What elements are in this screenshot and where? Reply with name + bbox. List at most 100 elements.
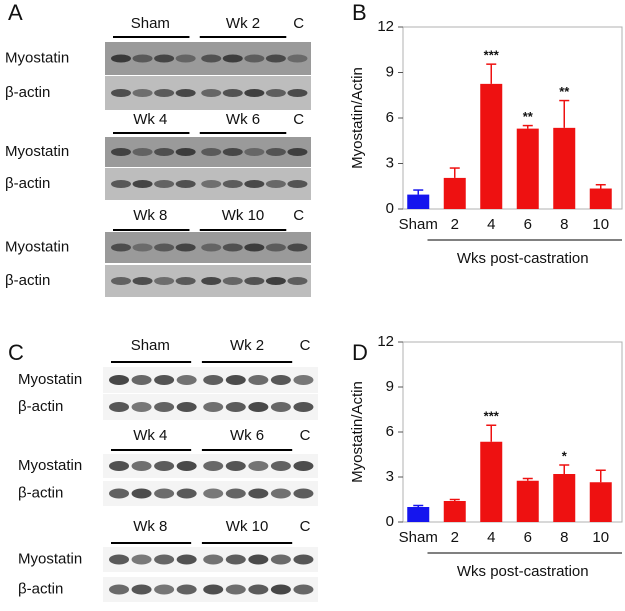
lane-header: Wk 8 xyxy=(133,518,167,535)
band xyxy=(287,148,308,156)
band xyxy=(265,277,286,285)
band xyxy=(287,180,308,188)
blot-label: Myostatin xyxy=(18,550,82,567)
band xyxy=(111,277,131,285)
blot-label: Myostatin xyxy=(5,49,69,66)
band xyxy=(265,54,286,63)
x-tick-label: 8 xyxy=(560,216,568,233)
blot-label: Myostatin xyxy=(5,143,69,160)
x-tick-label: Sham xyxy=(399,529,438,546)
band xyxy=(111,180,131,188)
x-axis-title: Wks post-castration xyxy=(457,250,589,267)
band xyxy=(270,461,291,471)
blot-label: β-actin xyxy=(18,484,63,501)
x-tick-label: 10 xyxy=(592,529,609,546)
y-tick-label: 12 xyxy=(377,18,394,35)
band xyxy=(154,180,175,188)
band xyxy=(225,461,246,471)
lane-header: Wk 10 xyxy=(222,207,265,224)
band xyxy=(225,375,246,385)
blot-label: β-actin xyxy=(18,580,63,597)
significance: ** xyxy=(523,109,534,124)
y-tick-label: 3 xyxy=(386,154,394,171)
band xyxy=(270,488,291,499)
band xyxy=(265,89,286,97)
band xyxy=(222,277,243,285)
band xyxy=(176,402,197,412)
band xyxy=(248,584,269,595)
lane-header: C xyxy=(293,15,304,32)
significance: *** xyxy=(484,48,500,63)
blot-label: Myostatin xyxy=(18,457,82,474)
band xyxy=(270,375,291,385)
band xyxy=(175,54,196,63)
band xyxy=(287,277,308,285)
band xyxy=(111,243,131,252)
x-axis-title: Wks post-castration xyxy=(457,563,589,580)
band xyxy=(201,89,222,97)
lane-header: C xyxy=(293,111,304,128)
lane-header: Wk 2 xyxy=(226,15,260,32)
bar xyxy=(480,83,503,209)
y-tick-label: 0 xyxy=(386,513,394,530)
y-tick-label: 6 xyxy=(386,423,394,440)
band xyxy=(154,488,175,499)
bar xyxy=(553,474,576,522)
lane-header: C xyxy=(300,518,311,535)
band xyxy=(132,180,153,188)
x-tick-label: 4 xyxy=(487,216,495,233)
lane-header: Wk 4 xyxy=(133,427,167,444)
band xyxy=(132,148,153,156)
y-axis-title: Myostatin/Actin xyxy=(349,67,366,169)
band xyxy=(293,584,314,595)
band xyxy=(176,554,197,565)
band xyxy=(265,243,286,252)
blot-label: β-actin xyxy=(5,175,50,192)
band xyxy=(293,554,314,565)
blot-label: Myostatin xyxy=(18,371,82,388)
band xyxy=(154,461,175,471)
bar xyxy=(407,507,430,522)
panel-label: D xyxy=(352,340,368,365)
band xyxy=(203,461,224,471)
x-tick-label: 2 xyxy=(451,216,459,233)
bar xyxy=(516,480,539,522)
y-tick-label: 12 xyxy=(377,333,394,350)
bar xyxy=(443,501,466,522)
band xyxy=(293,402,314,412)
band xyxy=(132,54,153,63)
lane-header: Wk 6 xyxy=(226,111,260,128)
lane-header: Sham xyxy=(131,15,170,32)
band xyxy=(175,277,196,285)
plot-frame xyxy=(402,26,623,210)
blot-label: β-actin xyxy=(5,84,50,101)
lane-header: Wk 2 xyxy=(230,337,264,354)
band xyxy=(201,243,222,252)
x-tick-label: 10 xyxy=(592,216,609,233)
y-tick-label: 9 xyxy=(386,63,394,80)
panel-label: A xyxy=(8,0,23,25)
band xyxy=(176,488,197,499)
lane-header: C xyxy=(300,427,311,444)
lane-header: Wk 8 xyxy=(133,207,167,224)
band xyxy=(154,402,175,412)
band xyxy=(265,180,286,188)
x-tick-label: 6 xyxy=(524,216,532,233)
y-tick-label: 0 xyxy=(386,200,394,217)
y-tick-label: 6 xyxy=(386,109,394,126)
lane-header: C xyxy=(300,337,311,354)
band xyxy=(154,54,175,63)
band xyxy=(225,488,246,499)
lane-header: Wk 10 xyxy=(226,518,269,535)
band xyxy=(131,554,152,565)
band xyxy=(111,89,131,97)
band xyxy=(248,375,269,385)
band xyxy=(244,180,265,188)
band xyxy=(203,488,224,499)
x-tick-label: 2 xyxy=(451,529,459,546)
band xyxy=(154,243,175,252)
band xyxy=(270,584,291,595)
band xyxy=(154,277,175,285)
lane-header: Wk 4 xyxy=(133,111,167,128)
band xyxy=(203,584,224,595)
